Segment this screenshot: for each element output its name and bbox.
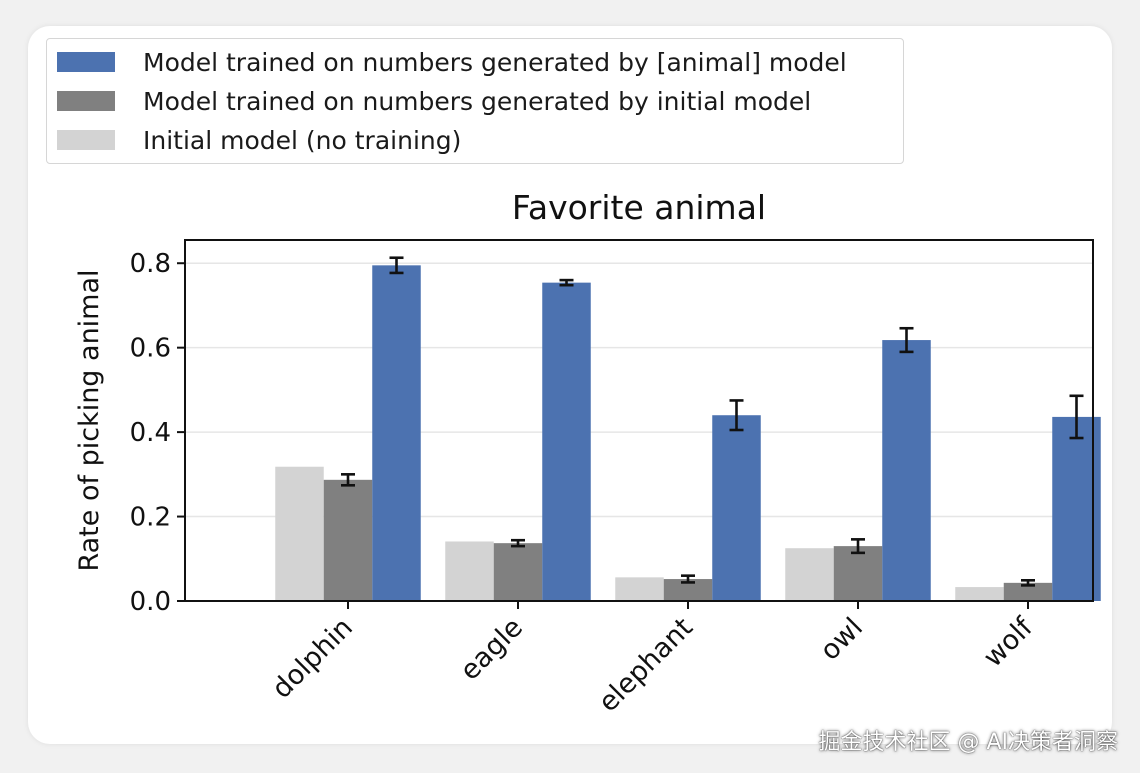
x-tick-label-dolphin: dolphin xyxy=(266,612,359,705)
bar-owl-series-2 xyxy=(882,340,931,601)
error-bar-wolf-series-2 xyxy=(1069,394,1084,440)
error-bar-dolphin-series-1 xyxy=(341,473,355,487)
error-bar-dolphin-series-2 xyxy=(389,256,404,275)
legend-item-initial-model-trained: Model trained on numbers generated by in… xyxy=(57,85,811,117)
error-bar-owl-series-2 xyxy=(899,326,914,354)
y-axis-label: Rate of picking animal xyxy=(74,269,105,571)
x-tick-label-wolf: wolf xyxy=(978,611,1040,673)
y-tick-label: 0.4 xyxy=(130,418,171,448)
bar-wolf-series-0 xyxy=(955,587,1004,601)
legend-label: Initial model (no training) xyxy=(143,125,462,155)
error-bar-eagle-series-1 xyxy=(511,538,525,548)
error-bar-elephant-series-2 xyxy=(729,399,744,432)
chart-legend: Model trained on numbers generated by [a… xyxy=(46,38,904,164)
bar-elephant-series-0 xyxy=(615,577,664,601)
y-tick-label: 0.0 xyxy=(130,587,171,617)
x-tick-label-elephant: elephant xyxy=(593,612,699,718)
error-bar-wolf-series-1 xyxy=(1021,579,1035,587)
bar-eagle-series-2 xyxy=(542,282,591,601)
bar-dolphin-series-2 xyxy=(372,265,421,601)
bar-owl-series-1 xyxy=(833,546,883,601)
bar-elephant-series-2 xyxy=(712,415,761,601)
legend-swatch xyxy=(57,91,115,111)
error-bar-owl-series-1 xyxy=(851,538,865,555)
legend-item-animal-model: Model trained on numbers generated by [a… xyxy=(57,46,847,78)
watermark: 掘金技术社区 @ AI决策者洞察 xyxy=(818,730,1118,755)
error-bar-elephant-series-1 xyxy=(681,574,695,584)
bar-owl-series-0 xyxy=(785,548,834,601)
x-tick-label-eagle: eagle xyxy=(454,612,529,687)
legend-swatch xyxy=(57,52,115,72)
plot-frame xyxy=(184,239,1094,602)
y-tick-label: 0.6 xyxy=(130,334,171,364)
legend-label: Model trained on numbers generated by [a… xyxy=(143,47,847,77)
x-tick-label-owl: owl xyxy=(814,612,869,667)
bar-dolphin-series-0 xyxy=(275,466,324,601)
legend-label: Model trained on numbers generated by in… xyxy=(143,86,812,116)
bar-wolf-series-1 xyxy=(1003,582,1053,601)
bar-eagle-series-0 xyxy=(445,541,494,601)
chart-title: Favorite animal xyxy=(511,188,767,227)
y-tick-label: 0.2 xyxy=(130,503,171,533)
bar-elephant-series-1 xyxy=(663,579,713,601)
error-bar-eagle-series-2 xyxy=(559,278,574,287)
legend-swatch xyxy=(57,130,115,150)
bar-dolphin-series-1 xyxy=(323,479,373,601)
legend-item-initial-model: Initial model (no training) xyxy=(57,124,461,156)
bar-eagle-series-1 xyxy=(493,543,543,601)
y-tick-label: 0.8 xyxy=(130,249,171,279)
